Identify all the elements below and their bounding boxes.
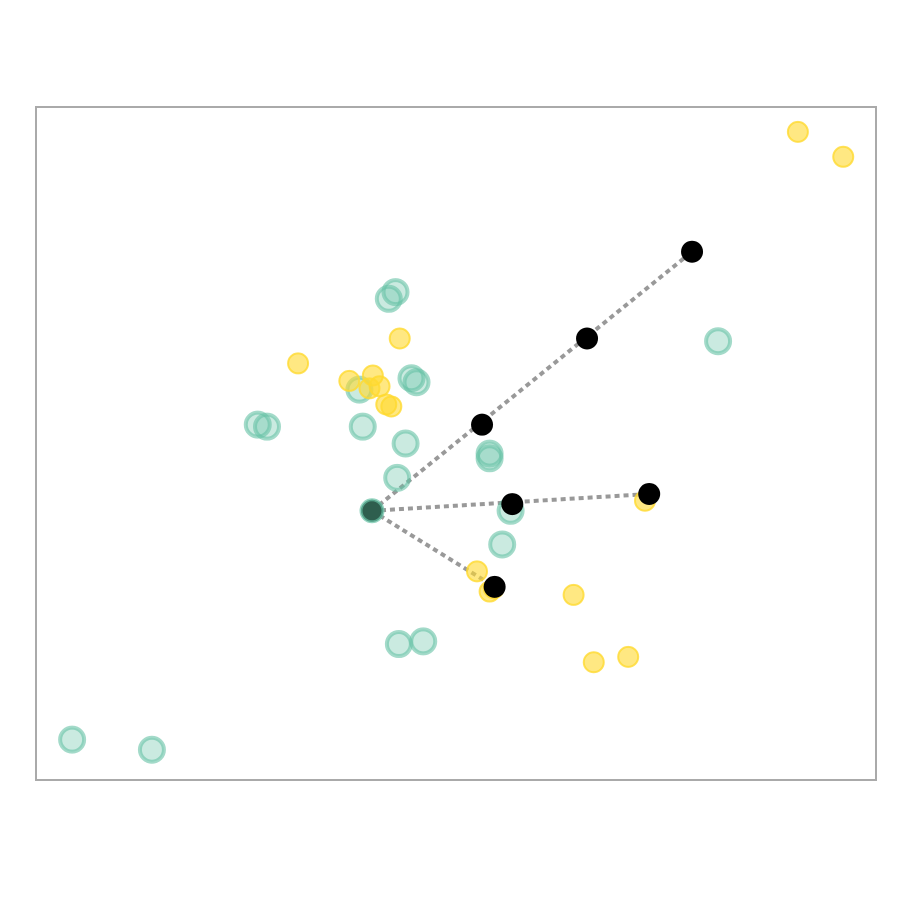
green-point-12 (475, 444, 504, 473)
yellow-point-13 (562, 583, 585, 606)
yellow-point-14 (582, 651, 605, 674)
green-point-6 (402, 368, 431, 397)
black-point-6 (483, 575, 506, 598)
green-point-13 (383, 463, 412, 492)
green-point-3 (381, 278, 410, 307)
green-point-8 (253, 412, 281, 441)
yellow-point-9 (380, 395, 403, 418)
yellow-point-1 (832, 145, 855, 168)
green-point-16 (384, 630, 413, 659)
green-point-15 (488, 530, 517, 559)
green-point-1 (137, 735, 166, 764)
black-point-5 (638, 482, 661, 505)
yellow-point-7 (358, 377, 381, 400)
data-points (58, 120, 855, 764)
yellow-point-3 (287, 352, 310, 375)
green-point-4 (348, 412, 377, 441)
yellow-point-4 (338, 369, 361, 392)
yellow-point-15 (617, 645, 640, 668)
yellow-point-0 (786, 120, 809, 143)
green-point-17 (409, 627, 438, 656)
black-point-2 (576, 327, 599, 350)
green-point-0 (58, 725, 87, 754)
green-point-10 (391, 429, 420, 458)
yellow-point-2 (388, 327, 411, 350)
plot-frame (35, 106, 877, 781)
yellow-point-10 (466, 560, 488, 583)
black-point-4 (501, 493, 524, 516)
black-point-1 (471, 413, 494, 436)
connection-lines (370, 250, 694, 589)
black-point-3 (681, 240, 704, 263)
origin-point (359, 498, 385, 524)
green-point-18 (704, 327, 733, 356)
connection-line-0 (370, 250, 694, 513)
